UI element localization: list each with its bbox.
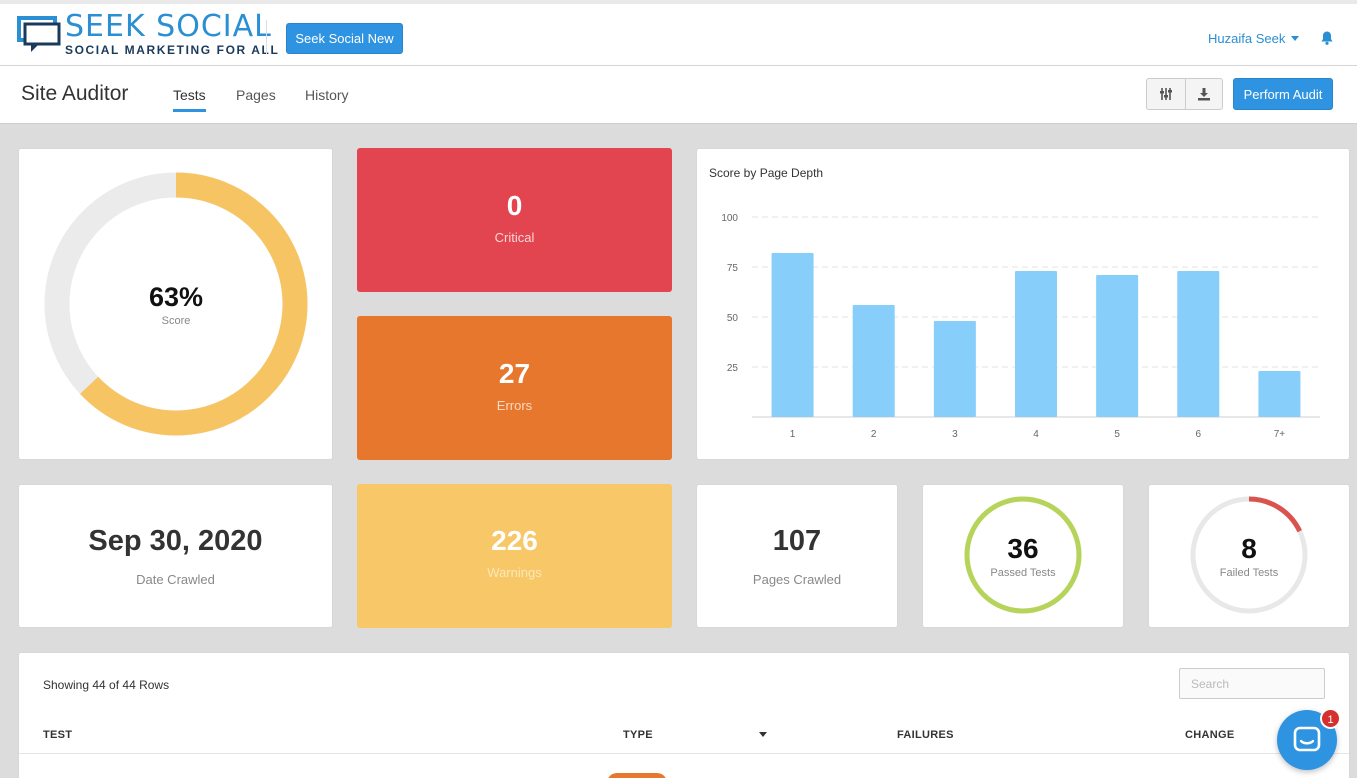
toolbar-icon-group (1146, 78, 1223, 110)
date-crawled-value: Sep 30, 2020 (88, 525, 263, 557)
chat-icon (1293, 726, 1321, 752)
divider (266, 20, 267, 54)
critical-value: 0 (506, 190, 523, 221)
failed-tests-ring (1190, 496, 1308, 614)
bar (1177, 271, 1220, 417)
type-badge (607, 773, 667, 778)
tab-tests[interactable]: Tests (173, 87, 206, 112)
rows-info: Showing 44 of 44 Rows (43, 678, 170, 692)
bar (933, 321, 976, 417)
download-icon[interactable] (1184, 79, 1223, 109)
bar (1015, 271, 1057, 417)
bell-icon[interactable] (1319, 30, 1335, 46)
header-divider (19, 753, 1349, 754)
errors-value: 27 (498, 358, 531, 389)
score-donut (44, 172, 308, 436)
y-tick-label: 50 (727, 313, 739, 324)
user-menu[interactable]: Huzaifa Seek (1208, 31, 1300, 46)
score-by-depth-chart: 25 50 75 100 1 2 3 4 5 6 7+ (721, 213, 1320, 440)
warnings-value: 226 (491, 525, 538, 556)
brand-tagline: SOCIAL MARKETING FOR ALL (65, 43, 280, 57)
column-header-change[interactable]: CHANGE (1185, 729, 1235, 741)
critical-card[interactable]: 0 Critical (357, 148, 672, 292)
sort-caret-icon[interactable] (759, 732, 767, 737)
speech-bubble-logo-icon (17, 16, 61, 54)
column-header-type[interactable]: TYPE (623, 729, 653, 741)
column-header-test[interactable]: TEST (43, 729, 73, 741)
top-navbar: SEEK SOCIAL SOCIAL MARKETING FOR ALL See… (0, 0, 1357, 66)
x-tick-label: 5 (1114, 429, 1120, 440)
bar (852, 305, 895, 417)
bar (771, 253, 814, 417)
chat-notification-badge: 1 (1320, 708, 1341, 729)
score-label: Score (161, 315, 191, 327)
x-tick-label: 3 (952, 429, 958, 440)
x-tick-label: 6 (1196, 429, 1202, 440)
tab-pages[interactable]: Pages (236, 87, 276, 103)
critical-label: Critical (494, 230, 535, 245)
page-title: Site Auditor (21, 82, 129, 105)
score-card: 63% Score (18, 148, 333, 460)
brand-logo[interactable]: SEEK SOCIAL SOCIAL MARKETING FOR ALL (17, 9, 280, 57)
perform-audit-button[interactable]: Perform Audit (1233, 78, 1333, 110)
passed-tests-card: 36 Passed Tests (922, 484, 1124, 628)
failed-tests-value: 8 (1241, 533, 1257, 564)
pages-crawled-label: Pages Crawled (752, 572, 842, 587)
search-input[interactable] (1179, 668, 1325, 699)
chart-title: Score by Page Depth (709, 166, 824, 180)
sub-header: Site Auditor Tests Pages History Perform… (0, 66, 1357, 124)
column-header-failures[interactable]: FAILURES (897, 729, 954, 741)
y-tick-label: 25 (727, 363, 739, 374)
x-tick-label: 7+ (1274, 429, 1286, 440)
passed-tests-ring (964, 496, 1082, 614)
bar (1096, 275, 1139, 417)
y-tick-label: 100 (721, 213, 738, 224)
y-tick-label: 75 (727, 263, 739, 274)
bar (1258, 371, 1301, 417)
user-name: Huzaifa Seek (1208, 31, 1286, 46)
brand-name: SEEK SOCIAL (65, 9, 272, 44)
pages-crawled-card: 107 Pages Crawled (696, 484, 898, 628)
score-arc (44, 172, 308, 436)
passed-tests-value: 36 (1007, 533, 1039, 564)
date-crawled-card: Sep 30, 2020 Date Crawled (18, 484, 333, 628)
x-tick-label: 2 (871, 429, 877, 440)
errors-label: Errors (496, 398, 533, 413)
warnings-card[interactable]: 226 Warnings (357, 484, 672, 628)
chevron-down-icon (1291, 36, 1300, 41)
failed-arc (1190, 496, 1308, 614)
pages-crawled-value: 107 (772, 525, 822, 557)
date-crawled-label: Date Crawled (136, 572, 215, 587)
passed-arc (964, 496, 1082, 614)
passed-tests-label: Passed Tests (990, 567, 1056, 579)
sliders-icon[interactable] (1147, 79, 1185, 109)
x-tick-label: 1 (790, 429, 796, 440)
tab-history[interactable]: History (305, 87, 349, 103)
seek-social-new-button[interactable]: Seek Social New (286, 23, 403, 54)
score-value: 63% (148, 282, 204, 312)
errors-card[interactable]: 27 Errors (357, 316, 672, 460)
tests-table-card: Showing 44 of 44 Rows TEST TYPE FAILURES… (18, 652, 1350, 778)
failed-tests-label: Failed Tests (1219, 567, 1279, 579)
warnings-label: Warnings (487, 565, 542, 580)
failed-tests-card: 8 Failed Tests (1148, 484, 1350, 628)
score-by-depth-chart-card: Score by Page Depth 25 50 75 100 1 2 3 4 5 6 7+ (696, 148, 1350, 460)
x-tick-label: 4 (1033, 429, 1039, 440)
